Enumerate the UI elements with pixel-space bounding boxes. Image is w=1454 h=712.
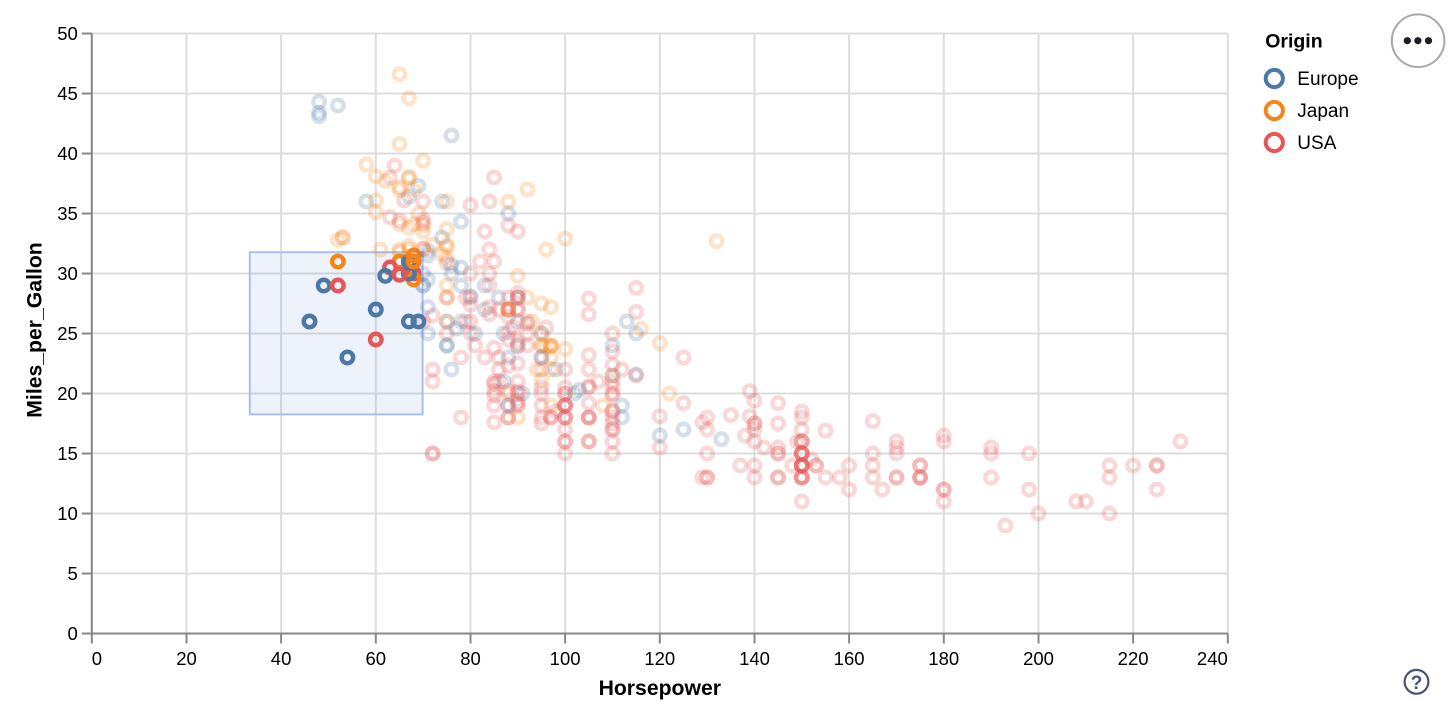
svg-text:20: 20 — [176, 648, 197, 669]
svg-text:Origin: Origin — [1265, 31, 1322, 53]
svg-text:5: 5 — [68, 563, 78, 584]
svg-text:45: 45 — [57, 83, 78, 104]
svg-text:100: 100 — [550, 648, 581, 669]
svg-text:Japan: Japan — [1297, 101, 1349, 122]
svg-text:?: ? — [1411, 673, 1423, 694]
svg-text:35: 35 — [57, 203, 78, 224]
svg-text:80: 80 — [460, 648, 481, 669]
svg-text:200: 200 — [1023, 648, 1054, 669]
svg-text:220: 220 — [1118, 648, 1149, 669]
svg-text:160: 160 — [834, 648, 865, 669]
svg-text:60: 60 — [366, 648, 387, 669]
svg-text:30: 30 — [57, 263, 78, 284]
svg-text:20: 20 — [57, 383, 78, 404]
svg-text:Europe: Europe — [1297, 69, 1358, 90]
svg-text:25: 25 — [57, 323, 78, 344]
svg-text:240: 240 — [1197, 648, 1228, 669]
svg-text:140: 140 — [739, 648, 770, 669]
svg-text:Horsepower: Horsepower — [599, 677, 721, 700]
svg-text:USA: USA — [1297, 133, 1336, 154]
svg-text:120: 120 — [644, 648, 675, 669]
svg-text:0: 0 — [68, 623, 78, 644]
svg-text:40: 40 — [271, 648, 292, 669]
svg-text:0: 0 — [92, 648, 102, 669]
svg-text:15: 15 — [57, 443, 78, 464]
svg-text:50: 50 — [57, 23, 78, 44]
svg-text:10: 10 — [57, 503, 78, 524]
svg-text:Miles_per_Gallon: Miles_per_Gallon — [24, 242, 47, 417]
svg-text:40: 40 — [57, 143, 78, 164]
svg-text:180: 180 — [928, 648, 959, 669]
